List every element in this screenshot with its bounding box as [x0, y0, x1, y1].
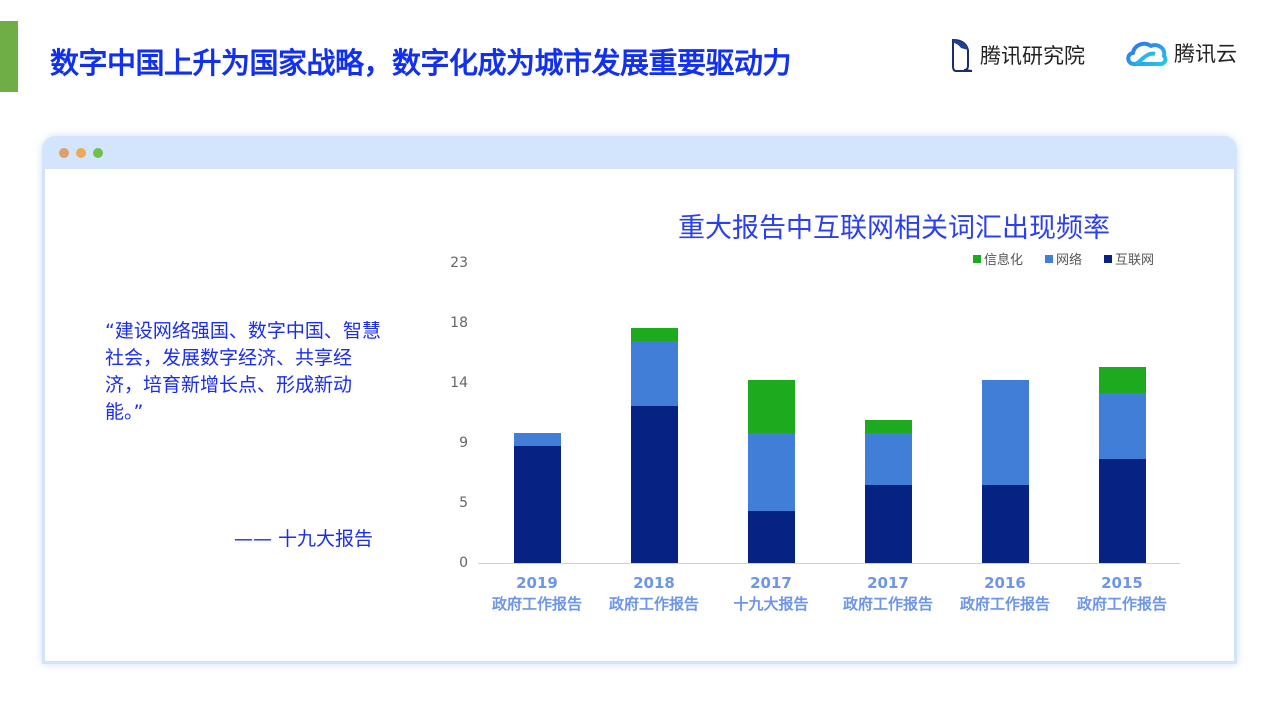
- legend-label: 互联网: [1115, 253, 1155, 268]
- x-axis-label: 2016 政府工作报告: [959, 574, 1050, 613]
- bar-segment: [981, 484, 1029, 563]
- bar-segment: [513, 432, 561, 446]
- legend-item-wangluo: 网络: [1045, 249, 1082, 268]
- y-tick: 9: [459, 435, 468, 451]
- browser-window-frame: [42, 136, 1237, 664]
- penguin-outline-icon: [952, 38, 973, 72]
- y-tick: 14: [450, 375, 468, 391]
- x-axis-label: 2017 十九大报告: [733, 574, 809, 613]
- x-axis-label: 2019 政府工作报告: [491, 574, 582, 613]
- bar-2015: [1098, 367, 1146, 563]
- close-dot-icon[interactable]: [59, 148, 69, 158]
- x-axis-line: [478, 563, 1180, 564]
- bar-segment: [864, 432, 912, 485]
- bar-segment: [864, 419, 912, 433]
- bar-segment: [513, 445, 561, 563]
- legend-swatch-icon: [1045, 254, 1054, 263]
- tencent-cloud-label: 腾讯云: [1174, 42, 1237, 66]
- bar-segment: [747, 380, 795, 433]
- chart-legend: 信息化 网络 互联网: [973, 249, 1154, 268]
- bar-segment: [747, 432, 795, 511]
- y-tick: 18: [450, 315, 468, 331]
- legend-item-xinxihua: 信息化: [973, 249, 1023, 268]
- y-tick: 23: [450, 255, 468, 271]
- accent-bar: [0, 21, 18, 92]
- x-axis-label: 2017 政府工作报告: [842, 574, 933, 613]
- bar-segment: [1098, 393, 1146, 459]
- bar-segment: [1098, 367, 1146, 394]
- maximize-dot-icon[interactable]: [93, 148, 103, 158]
- bar-2017: [864, 419, 912, 563]
- tencent-cloud-logo: 腾讯云: [1124, 38, 1237, 68]
- bar-2018: [630, 328, 678, 563]
- bar-segment: [864, 484, 912, 563]
- legend-swatch-icon: [1104, 254, 1113, 263]
- cloud-icon: [1126, 41, 1168, 67]
- bar-segment: [630, 406, 678, 563]
- y-tick: 5: [459, 495, 468, 511]
- legend-item-hulianwang: 互联网: [1104, 249, 1154, 268]
- legend-swatch-icon: [973, 254, 981, 263]
- window-title-bar: [42, 136, 1237, 169]
- x-axis-label: 2018 政府工作报告: [608, 574, 699, 613]
- chart-title: 重大报告中互联网相关词汇出现频率: [678, 213, 1110, 244]
- legend-label: 网络: [1056, 253, 1083, 268]
- minimize-dot-icon[interactable]: [76, 148, 86, 158]
- x-axis-label: 2015 政府工作报告: [1076, 574, 1167, 613]
- bar-2016: [981, 380, 1029, 563]
- bar-segment: [1098, 458, 1146, 563]
- bar-2017: [747, 380, 795, 563]
- bar-segment: [981, 380, 1029, 485]
- bar-segment: [630, 328, 678, 342]
- legend-label: 信息化: [984, 253, 1024, 268]
- bar-segment: [630, 341, 678, 407]
- y-tick: 0: [459, 555, 468, 571]
- tencent-research-logo: 腾讯研究院: [950, 38, 1085, 72]
- page-title: 数字中国上升为国家战略，数字化成为城市发展重要驱动力: [50, 46, 792, 80]
- tencent-research-label: 腾讯研究院: [980, 44, 1085, 68]
- bar-2019: [513, 432, 561, 563]
- quote-text: “建设网络强国、数字中国、智慧社会，发展数字经济、共享经济，培育新增长点、形成新…: [105, 320, 381, 423]
- quote-source: —— 十九大报告: [234, 528, 374, 550]
- bar-segment: [747, 510, 795, 563]
